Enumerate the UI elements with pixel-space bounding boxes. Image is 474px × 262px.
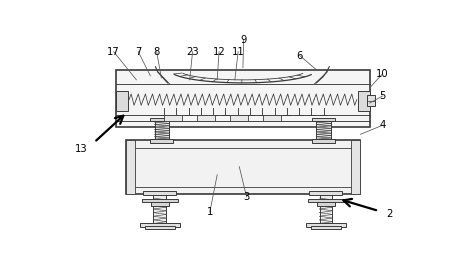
Bar [150,139,173,143]
Text: 17: 17 [107,47,120,57]
Text: 6: 6 [297,51,303,61]
Text: 12: 12 [213,47,226,57]
Bar [317,201,335,206]
Bar [308,199,344,202]
Text: 8: 8 [154,47,160,57]
Text: 7: 7 [135,47,141,57]
Bar [310,191,343,195]
Text: 3: 3 [244,192,250,202]
Bar [263,114,282,121]
Bar [142,199,178,202]
Bar [126,140,135,194]
Text: 11: 11 [232,47,245,57]
Text: 5: 5 [379,91,386,101]
Bar [155,121,170,140]
Bar [154,193,166,225]
Bar [358,91,370,111]
Bar [312,139,336,143]
Text: 23: 23 [186,47,199,57]
Bar [306,223,346,227]
Text: 4: 4 [379,120,386,130]
Bar [116,70,370,127]
Bar [316,121,331,140]
Text: 9: 9 [240,35,247,45]
Text: 2: 2 [387,209,393,219]
Text: 1: 1 [207,207,213,217]
Bar [164,114,182,121]
Bar [143,191,176,195]
Text: 13: 13 [75,144,88,155]
Bar [319,193,332,225]
Text: 10: 10 [376,69,389,79]
Bar [150,118,173,121]
Bar [311,226,341,229]
Bar [151,201,169,206]
Bar [145,226,174,229]
Bar [140,223,180,227]
Bar [312,118,336,121]
Bar [230,114,248,121]
Bar [351,140,360,194]
Bar [367,95,375,106]
Bar [116,91,128,111]
Bar [197,114,215,121]
Bar [126,140,360,194]
